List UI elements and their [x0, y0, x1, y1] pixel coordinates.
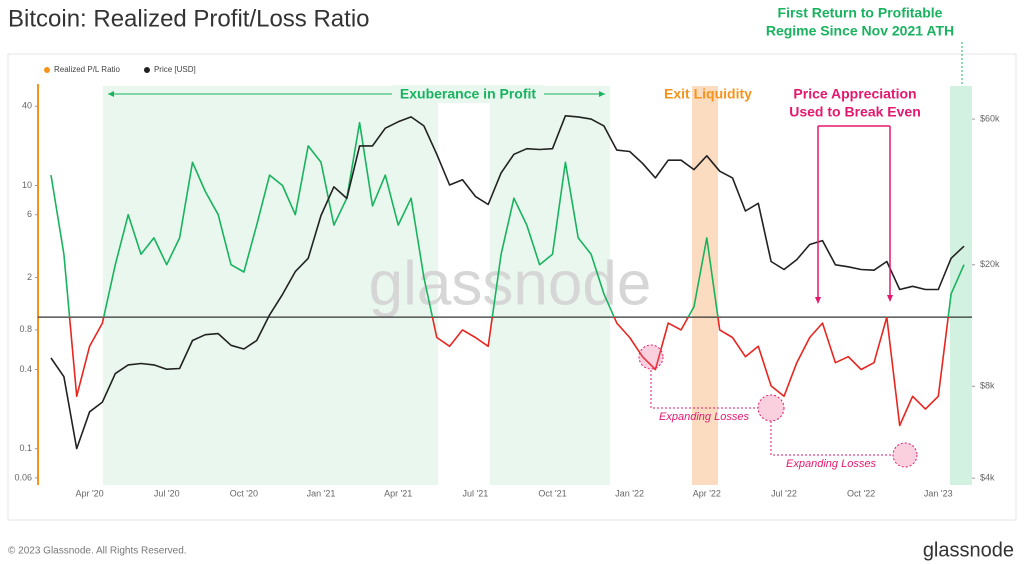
annotations: Exuberance in Profit Exit Liquidity Pric… — [108, 85, 921, 470]
chart-title: Bitcoin: Realized Profit/Loss Ratio — [8, 5, 370, 32]
x-tick-label: Oct '22 — [847, 488, 875, 498]
x-tick-label: Jan '23 — [924, 488, 953, 498]
series-line — [50, 115, 965, 450]
y-tick-label: 2 — [27, 272, 32, 282]
annotation: Expanding Losses — [786, 458, 876, 470]
x-tick-label: Jul '21 — [462, 488, 488, 498]
y-tick-label: 40 — [22, 101, 32, 111]
y-tick-label: 0.8 — [19, 324, 32, 334]
x-tick-label: Jul '22 — [771, 488, 797, 498]
y-tick-label: 0.06 — [14, 472, 32, 482]
y2-tick-label: $60k — [980, 113, 1000, 123]
annotation: First Return to Profitable — [778, 5, 943, 21]
y-tick-label: 10 — [22, 180, 32, 190]
x-tick-label: Apr '21 — [384, 488, 412, 498]
annotation: Price Appreciation — [793, 86, 916, 102]
annotation: Exuberance in Profit — [400, 86, 536, 102]
legend-label: Price [USD] — [154, 65, 196, 74]
y2-tick-label: $4k — [980, 473, 995, 483]
highlight — [638, 344, 664, 370]
x-tick-label: Jul '20 — [154, 488, 180, 498]
plot: 0.06 0.1 0.4 0.8 2 6 10 40 $4k $8k $20k $60k Apr '20… — [14, 84, 1000, 498]
y-tick-label: 6 — [27, 209, 32, 219]
highlight — [757, 394, 785, 422]
x-tick-label: Jan '22 — [615, 488, 644, 498]
profit-region — [490, 86, 610, 485]
series-line — [50, 121, 965, 427]
x-tick-label: Oct '21 — [538, 488, 566, 498]
annotation: Regime Since Nov 2021 ATH — [766, 23, 954, 39]
logo: glassnode — [923, 539, 1014, 561]
y2-tick-label: $8k — [980, 381, 995, 391]
highlight — [892, 442, 918, 468]
x-tick-label: Jan '21 — [307, 488, 336, 498]
legend-swatch — [44, 67, 50, 73]
x-tick-label: Apr '22 — [693, 488, 721, 498]
y-tick-label: 0.4 — [19, 364, 32, 374]
profit-region — [950, 86, 972, 485]
annotation: Expanding Losses — [659, 411, 749, 423]
watermark: glassnode — [369, 249, 652, 318]
footer: © 2023 Glassnode. All Rights Reserved. — [8, 546, 187, 557]
x-tick-label: Apr '20 — [75, 488, 103, 498]
legend-label: Realized P/L Ratio — [54, 65, 121, 74]
legend: Realized P/L Ratio Price [USD] — [44, 65, 196, 74]
y2-tick-label: $20k — [980, 259, 1000, 269]
annotation: Used to Break Even — [789, 104, 921, 120]
arrow-line — [817, 125, 891, 300]
legend-swatch — [143, 67, 150, 73]
annotation: Exit Liquidity — [664, 86, 752, 102]
profit-region — [103, 86, 438, 485]
label-bg — [392, 85, 544, 103]
y-tick-label: 0.1 — [19, 443, 32, 453]
x-tick-label: Oct '20 — [230, 488, 258, 498]
dashed-connector — [650, 370, 893, 456]
